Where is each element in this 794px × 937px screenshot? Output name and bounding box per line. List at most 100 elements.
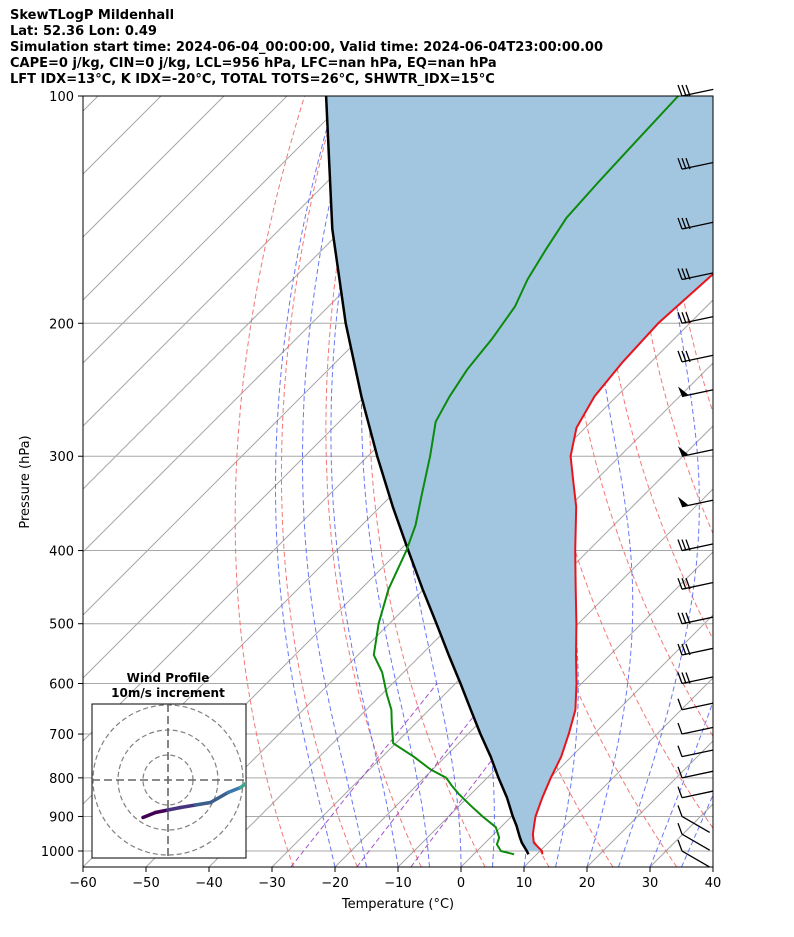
wind-barb: [677, 722, 714, 735]
wind-barb-flag: [681, 268, 687, 280]
wind-barb-flag: [685, 268, 691, 280]
wind-barb-flag: [677, 722, 683, 735]
axis-layer: −60 −50 −40 −30 −20 −10 0 10 20 30 40 1000 900 800 700…: [41, 84, 721, 891]
wind-barb-flag: [685, 643, 691, 656]
wind-barb-flag: [681, 672, 687, 684]
wind-barb-flag: [677, 643, 683, 656]
wind-barb-flag: [677, 312, 683, 324]
wind-barb-staff: [681, 88, 714, 97]
wind-barb: [677, 217, 714, 230]
wind-barb-flag: [685, 577, 691, 590]
wind-barb-pennant: [678, 386, 688, 397]
wind-barb-flag: [685, 84, 691, 97]
wind-barb: [677, 350, 714, 363]
wind-barb-staff: [681, 647, 714, 656]
y-tick-label: 800: [49, 772, 74, 787]
wind-barb-staff: [681, 770, 714, 779]
mixing-ratio-line: [290, 683, 438, 867]
y-tick-label: 900: [49, 810, 74, 825]
y-tick-label: 300: [49, 450, 74, 465]
wind-barb-flag: [677, 698, 683, 710]
hodograph-trace-segment: [238, 781, 246, 790]
hodograph-trace-segment: [271, 758, 274, 763]
dry-adiabat: [234, 96, 306, 867]
wind-barb-staff: [681, 221, 714, 230]
wind-barb-flag: [677, 217, 683, 230]
wind-barb-staff: [681, 749, 714, 758]
wind-barb-flag: [685, 157, 691, 170]
y-tick-label: 200: [49, 317, 74, 332]
wind-barb: [677, 157, 714, 170]
wind-barb-flag: [677, 350, 683, 363]
moist-adiabat: [330, 96, 399, 867]
wind-barb: [677, 786, 714, 799]
dry-adiabat: [729, 96, 794, 867]
y-tick-label: 600: [49, 678, 74, 693]
wind-barb: [677, 822, 711, 851]
wind-barb-flag: [685, 672, 691, 684]
wind-barb-flag: [677, 612, 683, 624]
time-line: Simulation start time: 2024-06-04_00:00:…: [10, 40, 603, 55]
dewpoint-profile: [372, 96, 679, 856]
isotherm-line: [83, 96, 225, 238]
cape-line: CAPE=0 j/kg, CIN=0 j/kg, LCL=956 hPa, LF…: [10, 56, 497, 71]
moist-adiabat: [302, 96, 367, 867]
wind-barb-flag: [681, 84, 687, 97]
wind-barb-staff: [681, 815, 711, 834]
y-tick-label: 100: [49, 90, 74, 105]
wind-barb-pennant: [678, 446, 688, 457]
cin-shading: [326, 96, 713, 851]
hodograph-trace-segment: [251, 773, 261, 781]
wind-barb-staff: [681, 389, 714, 398]
x-axis-label: Temperature (°C): [341, 897, 454, 912]
wind-barb-flag: [681, 312, 687, 324]
wind-barb: [678, 446, 714, 457]
wind-barb-flag: [681, 612, 687, 624]
x-tick-label: 20: [579, 876, 596, 891]
wind-barb: [677, 643, 714, 656]
wind-barb-staff: [681, 543, 714, 552]
y-axis-label: Pressure (hPa): [18, 435, 33, 528]
wind-barb-staff: [681, 833, 711, 851]
isotherm-line: [776, 96, 794, 867]
x-tick-label: −30: [258, 876, 285, 891]
moist-adiabat: [681, 793, 713, 867]
isotherm-line: [523, 677, 713, 867]
wind-barb-flag: [677, 157, 683, 170]
wind-barb: [677, 672, 714, 685]
wind-barb-flag: [677, 786, 683, 798]
hodograph-trace-segment: [266, 755, 271, 758]
isotherm-line: [83, 96, 288, 301]
wind-barb-flag: [681, 539, 687, 551]
wind-barb-flag: [681, 157, 687, 170]
x-tick-label: 0: [457, 876, 465, 891]
wind-barb-flag: [685, 312, 691, 324]
dry-adiabat: [663, 96, 713, 415]
hodograph-trace-segment: [178, 803, 198, 810]
isotherm-line: [83, 96, 414, 427]
wind-barb-staff: [681, 850, 711, 868]
hodograph-trace-segment: [271, 763, 274, 768]
wind-barb-flag: [677, 84, 683, 97]
hodograph-trace-segment: [226, 785, 243, 795]
wind-barb-staff: [681, 581, 714, 590]
dry-adiabat: [368, 96, 486, 867]
wind-barb-flag: [677, 766, 683, 779]
isotherm-line: [334, 488, 713, 867]
wind-barb-flag: [685, 217, 691, 230]
hodograph-title: Wind Profile: [127, 671, 210, 685]
x-tick-label: −40: [195, 876, 222, 891]
x-tick-label: −50: [132, 876, 159, 891]
y-tick-label: 1000: [41, 845, 74, 860]
isotherm-line: [83, 96, 351, 364]
wind-barb-flag: [677, 539, 683, 551]
moist-adiabat: [361, 96, 430, 867]
wind-barb-flag: [681, 217, 687, 230]
wind-barb-flag: [677, 268, 683, 280]
y-tick-label: 500: [49, 618, 74, 633]
x-tick-label: −60: [69, 876, 96, 891]
wind-barb: [677, 612, 714, 625]
wind-barb-staff: [681, 354, 714, 363]
wind-barb: [677, 839, 711, 868]
